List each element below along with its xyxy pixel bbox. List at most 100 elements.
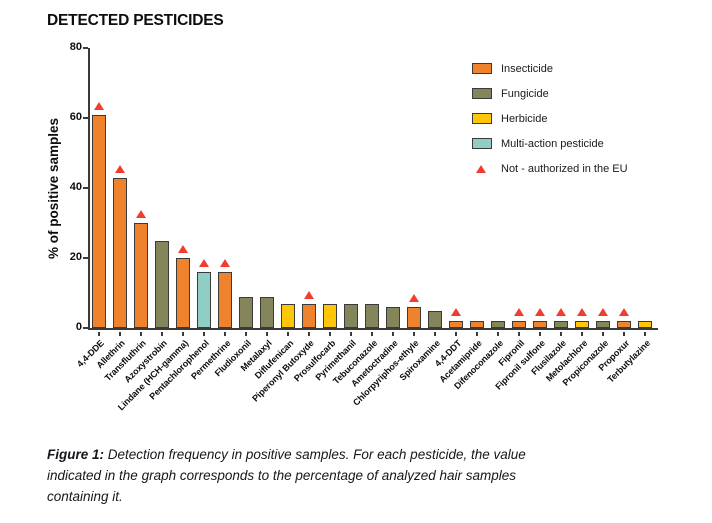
caption-text: Detection frequency in positive samples.… <box>107 447 526 462</box>
not-authorized-eu-icon <box>304 290 314 299</box>
x-axis-tick <box>266 332 268 336</box>
bar-pyrimethanil <box>344 303 358 328</box>
bar-metolachlore <box>575 321 589 328</box>
x-axis-tick <box>329 332 331 336</box>
not-authorized-eu-icon <box>220 259 230 267</box>
legend-label: Multi-action pesticide <box>501 137 604 150</box>
x-axis-tick <box>434 332 436 336</box>
x-axis-tick <box>287 332 289 336</box>
not-authorized-triangle-icon <box>476 164 486 173</box>
x-axis-tick <box>602 332 604 336</box>
bar-tebuconazole <box>365 303 379 328</box>
bar-lindane-hch-gamma- <box>176 258 190 328</box>
y-tick-label: 20 <box>69 251 82 263</box>
caption-line: containing it. <box>47 489 123 504</box>
not-authorized-eu-icon <box>535 308 545 316</box>
x-axis-tick <box>308 332 310 336</box>
not-authorized-eu-icon <box>556 308 566 316</box>
caption-line: Figure 1: Detection frequency in positiv… <box>47 444 667 465</box>
caption-figure-number: Figure 1: <box>47 447 105 462</box>
x-axis-tick <box>455 332 457 336</box>
bar-propiconazole <box>596 321 610 328</box>
chart-legend: Insecticide Fungicide Herbicide Multi-actio… <box>472 62 628 187</box>
y-tick-label: 40 <box>69 181 82 193</box>
plot-area: 0 20 40 60 80 <box>70 41 658 336</box>
x-axis-tick <box>119 332 121 336</box>
bar-chlorpyriphos-ethyle <box>407 307 421 328</box>
legend-item-not-authorized-marker: Not - authorized in the EU <box>472 162 628 175</box>
bar-fipronil-sulfone <box>533 321 547 328</box>
bar-4-4-dde <box>92 114 106 328</box>
not-authorized-eu-icon <box>598 308 608 316</box>
y-tick-label: 60 <box>69 111 82 123</box>
bar-propoxur <box>617 321 631 328</box>
x-axis-tick <box>413 332 415 336</box>
x-axis-tick <box>350 332 352 336</box>
bar-4-4-ddt <box>449 321 463 328</box>
x-axis-tick <box>161 332 163 336</box>
x-axis-tick <box>497 332 499 336</box>
multi-action-swatch <box>472 138 492 149</box>
x-axis-tick <box>371 332 373 336</box>
figure-caption: Figure 1: Detection frequency in positiv… <box>47 444 667 507</box>
not-authorized-eu-icon <box>94 101 104 110</box>
not-authorized-eu-icon <box>199 259 209 267</box>
legend-item-multi-action: Multi-action pesticide <box>472 137 628 150</box>
bar-fludioxonil <box>239 296 253 328</box>
bar-acetamipride <box>470 321 484 328</box>
bar-difenoconazole <box>491 321 505 328</box>
x-axis-tick <box>224 332 226 336</box>
insecticide-swatch <box>472 63 492 74</box>
bar-ametoctradine <box>386 307 400 328</box>
x-axis-tick <box>539 332 541 336</box>
y-axis-tick <box>83 47 88 49</box>
x-axis-tick <box>476 332 478 336</box>
x-axis-tick <box>98 332 100 336</box>
y-axis-tick <box>83 257 88 259</box>
bar-metalaxyl <box>260 296 274 328</box>
not-authorized-eu-icon <box>136 210 146 218</box>
x-axis-tick <box>140 332 142 336</box>
legend-label: Fungicide <box>501 87 549 100</box>
x-axis-tick <box>560 332 562 336</box>
chart-title: DETECTED PESTICIDES <box>47 12 224 29</box>
bar-piperonyl-butoxyde <box>302 303 316 328</box>
bar-pentachlorophenol <box>197 272 211 328</box>
bar-transfluthrin <box>134 223 148 328</box>
y-tick-label: 80 <box>69 41 82 53</box>
bar-fipronil <box>512 321 526 328</box>
caption-line: indicated in the graph corresponds to th… <box>47 468 517 483</box>
x-axis-tick <box>245 332 247 336</box>
x-axis-tick <box>623 332 625 336</box>
not-authorized-eu-icon <box>451 308 461 316</box>
bar-azoxystrobin <box>155 240 169 328</box>
fungicide-swatch <box>472 88 492 99</box>
bar-diflufenican <box>281 303 295 328</box>
bar-permethrine <box>218 272 232 328</box>
y-axis-tick <box>83 187 88 189</box>
legend-item-insecticide: Insecticide <box>472 62 628 75</box>
legend-item-herbicide: Herbicide <box>472 112 628 125</box>
legend-label: Herbicide <box>501 112 548 125</box>
not-authorized-eu-icon <box>115 164 125 173</box>
bar-flusilazole <box>554 321 568 328</box>
y-axis-tick <box>83 327 88 329</box>
bar-terbutylazine <box>638 321 652 328</box>
x-axis-tick <box>581 332 583 336</box>
bar-allethrin <box>113 177 127 328</box>
x-axis-tick <box>644 332 646 336</box>
not-authorized-eu-icon <box>514 308 524 316</box>
not-authorized-eu-icon <box>409 294 419 302</box>
not-authorized-eu-icon <box>178 245 188 253</box>
legend-label: Insecticide <box>501 62 553 75</box>
bar-spiroxamine <box>428 310 442 328</box>
y-axis-tick <box>83 117 88 119</box>
y-tick-label: 0 <box>75 321 82 333</box>
x-axis-tick <box>182 332 184 336</box>
herbicide-swatch <box>472 113 492 124</box>
not-authorized-eu-icon <box>619 308 629 316</box>
x-axis-tick <box>392 332 394 336</box>
x-axis-labels: 4,4-DDE Allethrin Transfluthrin Azoxystrobi… <box>75 336 658 451</box>
not-authorized-eu-icon <box>577 308 587 316</box>
